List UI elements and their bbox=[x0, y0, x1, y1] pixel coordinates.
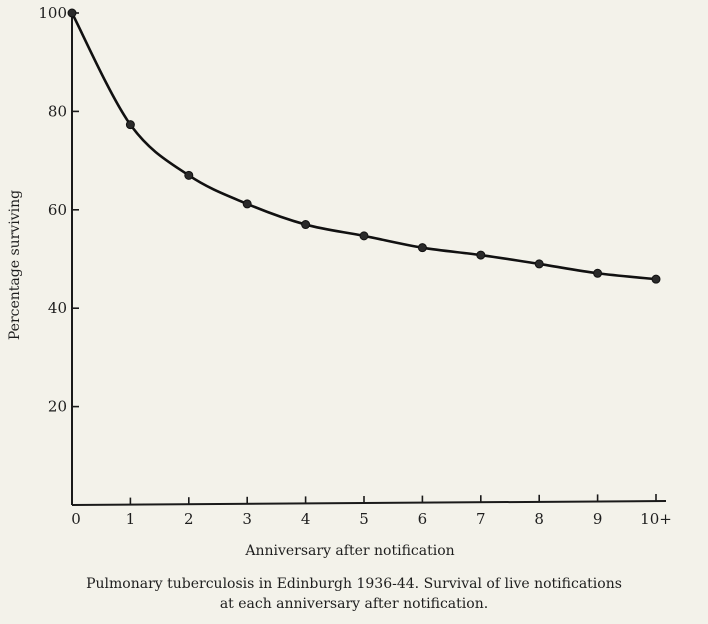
labels: 20 40 60 80 100 0 1 2 3 4 5 6 7 8 9 10+ Anniversary afte… bbox=[7, 4, 672, 559]
x-tick-label: 4 bbox=[301, 510, 311, 528]
axes bbox=[71, 11, 667, 506]
x-tick-label: 0 bbox=[71, 510, 81, 528]
x-tick-label: 2 bbox=[184, 510, 194, 528]
x-tick-label: 9 bbox=[593, 510, 603, 528]
data-point bbox=[125, 120, 135, 130]
data-point bbox=[301, 220, 311, 230]
y-tick-label: 60 bbox=[48, 201, 67, 219]
data-point bbox=[476, 250, 486, 260]
ticks bbox=[72, 12, 657, 505]
x-tick-label: 1 bbox=[126, 510, 136, 528]
x-axis-line bbox=[71, 500, 667, 506]
data-point bbox=[534, 259, 544, 269]
caption-line-2: at each anniversary after notification. bbox=[219, 596, 489, 612]
x-tick-label: 3 bbox=[242, 510, 252, 528]
data-point bbox=[242, 199, 252, 209]
x-tick-label: 5 bbox=[359, 510, 369, 528]
data-point bbox=[417, 243, 427, 253]
survival-line bbox=[70, 11, 658, 281]
figure-caption: Pulmonary tuberculosis in Edinburgh 1936… bbox=[0, 574, 708, 614]
data-point bbox=[184, 170, 194, 180]
y-tick-label: 40 bbox=[48, 299, 67, 317]
data-point bbox=[651, 274, 661, 284]
data-point bbox=[67, 8, 77, 18]
y-tick-label: 100 bbox=[38, 4, 67, 22]
series bbox=[67, 8, 661, 284]
x-tick-label: 7 bbox=[476, 510, 486, 528]
data-point bbox=[593, 268, 603, 278]
x-tick-label: 6 bbox=[418, 510, 428, 528]
y-axis-label: Percentage surviving bbox=[7, 190, 23, 340]
data-point bbox=[359, 231, 369, 241]
x-tick-label: 8 bbox=[534, 510, 544, 528]
x-tick-label: 10+ bbox=[640, 510, 672, 528]
y-tick-label: 80 bbox=[48, 102, 67, 120]
caption-line-1: Pulmonary tuberculosis in Edinburgh 1936… bbox=[86, 576, 622, 592]
y-tick-label: 20 bbox=[48, 398, 67, 416]
x-axis-label: Anniversary after notification bbox=[244, 543, 454, 559]
